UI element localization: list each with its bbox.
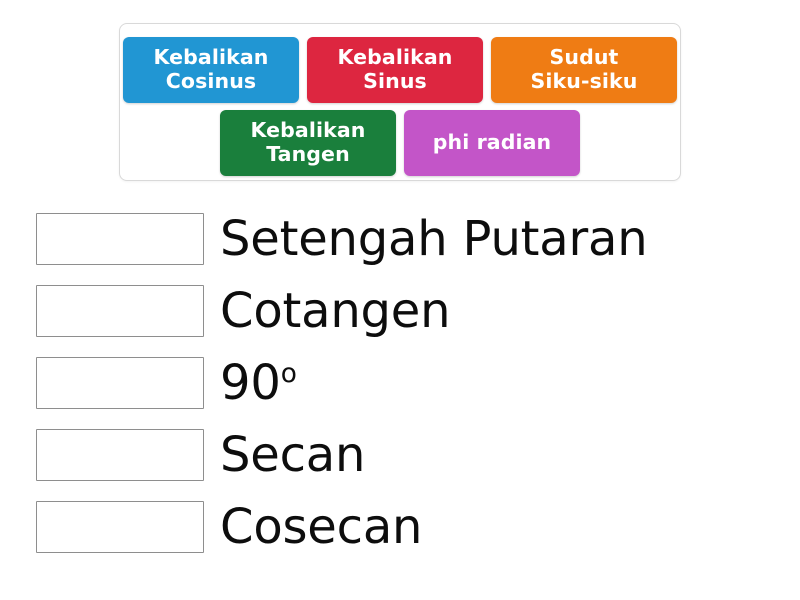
tile-label-line1: Kebalikan: [337, 45, 453, 70]
answer-row: Cosecan: [0, 491, 800, 563]
tile-label-line2: Tangen: [266, 142, 350, 166]
tile-label-line2: Siku-siku: [530, 69, 638, 93]
answer-label-cosecan: Cosecan: [220, 499, 423, 555]
tile-bank-row-2: Kebalikan Tangen phi radian: [120, 110, 680, 176]
tile-kebalikan-tangen[interactable]: Kebalikan Tangen: [220, 110, 396, 176]
answer-label-90-degrees: 90o: [220, 359, 297, 407]
answer-row: Cotangen: [0, 275, 800, 347]
answer-label-setengah-putaran: Setengah Putaran: [220, 211, 648, 267]
answer-label-value: 90: [220, 355, 281, 411]
drop-zone-cosecan[interactable]: [36, 501, 204, 553]
drop-zone-setengah-putaran[interactable]: [36, 213, 204, 265]
answer-row: Secan: [0, 419, 800, 491]
tile-kebalikan-tangen-label: Kebalikan Tangen: [251, 119, 366, 166]
answer-label-cotangen: Cotangen: [220, 283, 451, 339]
answer-row: Setengah Putaran: [0, 203, 800, 275]
drop-zone-cotangen[interactable]: [36, 285, 204, 337]
answer-list: Setengah Putaran Cotangen 90o Secan Cose…: [0, 203, 800, 563]
tile-phi-radian-label: phi radian: [432, 130, 552, 155]
answer-row: 90o: [0, 347, 800, 419]
tile-label-line1: Kebalikan: [250, 118, 366, 143]
tile-kebalikan-cosinus-label: Kebalikan Cosinus: [154, 46, 269, 93]
tile-phi-radian[interactable]: phi radian: [404, 110, 580, 176]
tile-bank-row-1: Kebalikan Cosinus Kebalikan Sinus Sudut …: [120, 37, 680, 103]
tile-bank: Kebalikan Cosinus Kebalikan Sinus Sudut …: [119, 23, 681, 181]
tile-label-line2: Cosinus: [165, 69, 257, 93]
tile-kebalikan-cosinus[interactable]: Kebalikan Cosinus: [123, 37, 299, 103]
answer-label-secan: Secan: [220, 427, 366, 483]
tile-label-line1: Kebalikan: [153, 45, 269, 70]
tile-sudut-siku-siku-label: Sudut Siku-siku: [531, 46, 638, 93]
tile-sudut-siku-siku[interactable]: Sudut Siku-siku: [491, 37, 677, 103]
degree-symbol-icon: o: [280, 358, 297, 389]
drop-zone-90-degrees[interactable]: [36, 357, 204, 409]
tile-label-line2: Sinus: [363, 69, 427, 93]
tile-kebalikan-sinus[interactable]: Kebalikan Sinus: [307, 37, 483, 103]
tile-label-line1: Sudut: [549, 45, 619, 70]
tile-kebalikan-sinus-label: Kebalikan Sinus: [338, 46, 453, 93]
drop-zone-secan[interactable]: [36, 429, 204, 481]
